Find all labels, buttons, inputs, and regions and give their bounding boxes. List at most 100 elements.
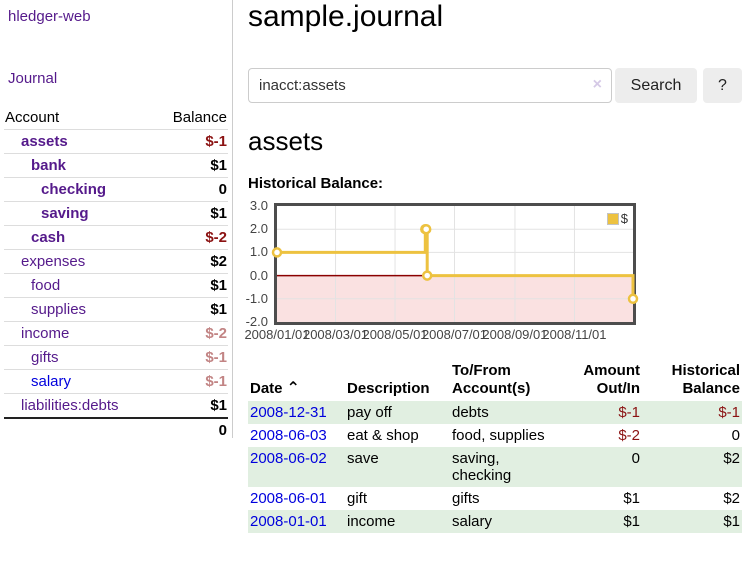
register-amount-cell: $1 bbox=[570, 487, 642, 510]
register-balance-cell: $1 bbox=[642, 510, 742, 533]
register-date-cell[interactable]: 2008-06-02 bbox=[248, 447, 345, 487]
register-row: 2008-06-01giftgifts$1$2 bbox=[248, 487, 742, 510]
account-row: checking 0 bbox=[4, 178, 228, 202]
register-description-cell: pay off bbox=[345, 401, 450, 424]
register-row: 2008-12-31pay offdebts$-1$-1 bbox=[248, 401, 742, 424]
account-row: liabilities:debts $1 bbox=[4, 394, 228, 419]
accounts-total-value: 0 bbox=[4, 418, 228, 442]
accounts-table-header: Account Balance bbox=[4, 106, 228, 130]
transaction-date-link[interactable]: 2008-06-02 bbox=[250, 450, 327, 467]
account-row: saving $1 bbox=[4, 202, 228, 226]
register-accounts-cell: saving, checking bbox=[450, 447, 570, 487]
transaction-date-link[interactable]: 2008-12-31 bbox=[250, 404, 327, 421]
sidebar-account-link[interactable]: checking bbox=[41, 181, 106, 198]
main-content: sample.journal × Search ? assets Histori… bbox=[248, 0, 742, 582]
register-description-cell: income bbox=[345, 510, 450, 533]
sidebar-account-link[interactable]: expenses bbox=[21, 253, 85, 270]
register-amount-cell: 0 bbox=[570, 447, 642, 487]
account-row: gifts $-1 bbox=[4, 346, 228, 370]
account-balance: $2 bbox=[155, 250, 228, 274]
register-amount-cell: $1 bbox=[570, 510, 642, 533]
y-axis-tick-label: 0.0 bbox=[238, 268, 268, 284]
register-column-header[interactable]: Date⌃ bbox=[248, 360, 345, 401]
account-row: supplies $1 bbox=[4, 298, 228, 322]
account-row: food $1 bbox=[4, 274, 228, 298]
account-balance: $-1 bbox=[155, 370, 228, 394]
account-balance: $1 bbox=[155, 202, 228, 226]
account-row: bank $1 bbox=[4, 154, 228, 178]
register-description-cell: save bbox=[345, 447, 450, 487]
register-amount-cell: $-1 bbox=[570, 401, 642, 424]
search-button[interactable]: Search bbox=[615, 68, 697, 103]
help-button[interactable]: ? bbox=[703, 68, 742, 103]
register-column-header[interactable]: Description bbox=[345, 360, 450, 401]
register-column-header[interactable]: To/From Account(s) bbox=[450, 360, 570, 401]
account-heading: assets bbox=[248, 126, 323, 157]
register-balance-cell: $-1 bbox=[642, 401, 742, 424]
sidebar-account-link[interactable]: cash bbox=[31, 229, 65, 246]
register-date-cell[interactable]: 2008-06-01 bbox=[248, 487, 345, 510]
transaction-date-link[interactable]: 2008-06-01 bbox=[250, 490, 327, 507]
register-description-cell: eat & shop bbox=[345, 424, 450, 447]
sidebar-item-journal[interactable]: Journal bbox=[8, 70, 57, 87]
sidebar-account-link[interactable]: saving bbox=[41, 205, 89, 222]
account-column-header: Account bbox=[4, 106, 155, 130]
register-balance-cell: $2 bbox=[642, 487, 742, 510]
register-table: Date⌃DescriptionTo/From Account(s)Amount… bbox=[248, 360, 742, 533]
register-date-cell[interactable]: 2008-12-31 bbox=[248, 401, 345, 424]
y-axis-tick-label: 1.0 bbox=[238, 244, 268, 260]
search-form: × bbox=[248, 68, 612, 103]
x-axis-tick-label: 2008/11/01 bbox=[532, 327, 616, 342]
register-amount-cell: $-2 bbox=[570, 424, 642, 447]
y-axis-tick-label: -1.0 bbox=[238, 291, 268, 307]
register-accounts-cell: gifts bbox=[450, 487, 570, 510]
account-balance: $1 bbox=[155, 274, 228, 298]
sidebar-account-link[interactable]: bank bbox=[31, 157, 66, 174]
sidebar-account-link[interactable]: income bbox=[21, 325, 69, 342]
account-balance: $1 bbox=[155, 154, 228, 178]
account-balance: $-2 bbox=[155, 322, 228, 346]
accounts-total-row: 0 bbox=[4, 418, 228, 442]
account-balance: $-1 bbox=[155, 346, 228, 370]
sidebar-account-link[interactable]: assets bbox=[21, 133, 68, 150]
sidebar: hledger-web Journal Account Balance asse… bbox=[0, 0, 233, 438]
y-axis-tick-label: 3.0 bbox=[238, 198, 268, 214]
account-balance: $-1 bbox=[155, 130, 228, 154]
account-balance: 0 bbox=[155, 178, 228, 202]
sidebar-account-link[interactable]: liabilities:debts bbox=[21, 397, 119, 414]
account-row: income $-2 bbox=[4, 322, 228, 346]
transaction-date-link[interactable]: 2008-06-03 bbox=[250, 427, 327, 444]
transaction-date-link[interactable]: 2008-01-01 bbox=[250, 513, 327, 530]
account-row: cash $-2 bbox=[4, 226, 228, 250]
register-accounts-cell: salary bbox=[450, 510, 570, 533]
register-column-header[interactable]: Historical Balance bbox=[642, 360, 742, 401]
sidebar-account-link[interactable]: salary bbox=[31, 373, 71, 390]
sidebar-account-link[interactable]: gifts bbox=[31, 349, 59, 366]
register-column-header[interactable]: Amount Out/In bbox=[570, 360, 642, 401]
y-axis-tick-label: 2.0 bbox=[238, 221, 268, 237]
account-row: assets $-1 bbox=[4, 130, 228, 154]
register-row: 2008-06-03 eat & shopfood, supplies$-20 bbox=[248, 424, 742, 447]
account-balance: $1 bbox=[155, 298, 228, 322]
balance-column-header: Balance bbox=[155, 106, 228, 130]
sidebar-account-link[interactable]: supplies bbox=[31, 301, 86, 318]
chart-title: Historical Balance: bbox=[248, 175, 383, 192]
register-date-cell[interactable]: 2008-06-03 bbox=[248, 424, 345, 447]
account-balance: $1 bbox=[155, 394, 228, 419]
register-accounts-cell: food, supplies bbox=[450, 424, 570, 447]
clear-search-icon[interactable]: × bbox=[593, 76, 602, 94]
sort-ascending-icon: ⌃ bbox=[287, 380, 300, 397]
historical-balance-chart: $ bbox=[274, 203, 636, 325]
search-input[interactable] bbox=[248, 68, 612, 103]
account-row: expenses $2 bbox=[4, 250, 228, 274]
register-date-cell[interactable]: 2008-01-01 bbox=[248, 510, 345, 533]
register-row: 2008-01-01incomesalary$1$1 bbox=[248, 510, 742, 533]
register-balance-cell: 0 bbox=[642, 424, 742, 447]
account-balance: $-2 bbox=[155, 226, 228, 250]
app-title-link[interactable]: hledger-web bbox=[8, 8, 91, 25]
account-row: salary $-1 bbox=[4, 370, 228, 394]
sidebar-account-link[interactable]: food bbox=[31, 277, 60, 294]
register-row: 2008-06-02savesaving, checking0$2 bbox=[248, 447, 742, 487]
register-table-header: Date⌃DescriptionTo/From Account(s)Amount… bbox=[248, 360, 742, 401]
register-accounts-cell: debts bbox=[450, 401, 570, 424]
